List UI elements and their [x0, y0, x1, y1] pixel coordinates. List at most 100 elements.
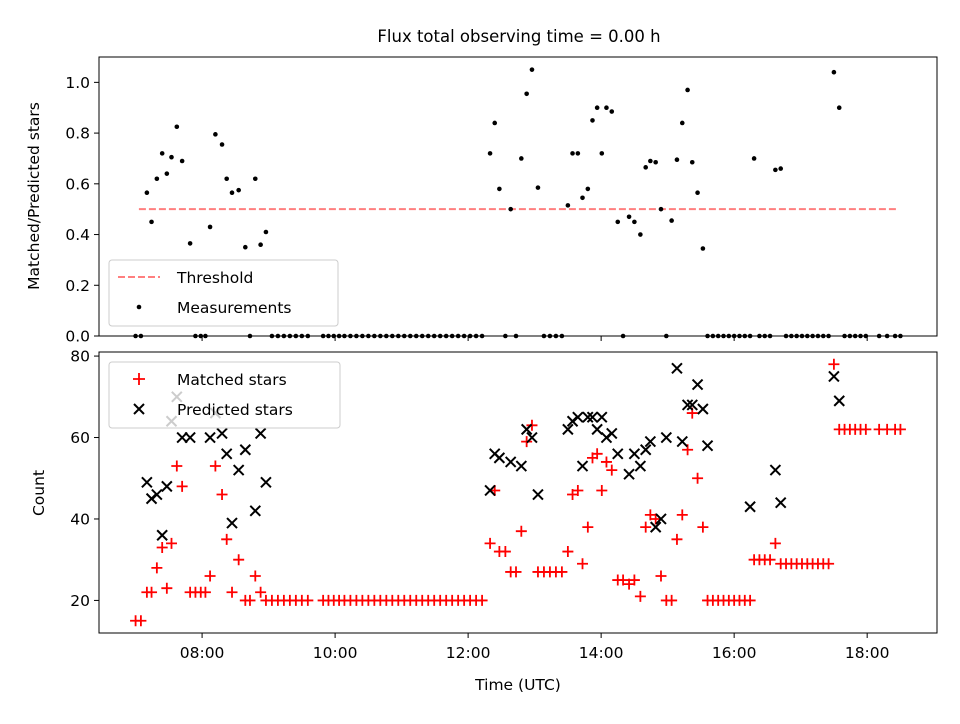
- predicted-star-point: [493, 452, 506, 464]
- predicted-star-point: [576, 460, 589, 472]
- matched-star-point: [596, 484, 608, 496]
- predicted-star-point: [254, 427, 267, 440]
- measurement-point: [648, 158, 653, 164]
- measurement-point: [580, 195, 585, 201]
- matched-star-point: [676, 509, 688, 521]
- top-y-tick-label: 0.6: [65, 175, 90, 193]
- top-y-tick-label: 1.0: [65, 74, 90, 92]
- measurement-point: [535, 185, 541, 190]
- bottom-panel: Count 08:00 10:00 12:00 14:00 16:00 18:00 20 40…: [30, 348, 938, 694]
- measurement-point: [207, 224, 213, 230]
- top-panel: Matched/Predicted stars 0.0 0.2 0.4 0.6 0.8 1…: [25, 56, 938, 346]
- matched-star-point: [697, 521, 709, 533]
- x-tick-label: 08:00: [180, 644, 225, 662]
- predicted-star-point: [628, 448, 641, 460]
- predicted-star-point: [744, 501, 756, 513]
- legend-predicted-swatch: [133, 403, 145, 415]
- measurement-point: [632, 219, 637, 225]
- matched-star-point: [628, 574, 640, 586]
- legend-predicted-label: Predicted stars: [177, 401, 293, 419]
- matched-star-point: [582, 521, 594, 533]
- measurement-point: [169, 154, 174, 160]
- measurement-point: [575, 151, 581, 156]
- measurement-point: [638, 232, 643, 237]
- bottom-legend-box: [108, 361, 341, 429]
- x-tick-label: 14:00: [579, 644, 624, 662]
- predicted-star-point: [769, 464, 782, 476]
- predicted-star-point: [515, 460, 528, 472]
- measurement-point: [594, 105, 600, 111]
- matched-star-point: [233, 554, 245, 566]
- measurement-point: [243, 244, 248, 250]
- predicted-star-point: [833, 395, 845, 407]
- measurement-point: [689, 159, 695, 165]
- predicted-star-point: [596, 411, 608, 423]
- top-y-tick-label: 0.0: [65, 328, 90, 346]
- predicted-star-point: [239, 444, 252, 456]
- matched-star-point: [894, 423, 906, 435]
- predicted-star-point: [691, 378, 704, 391]
- measurement-point: [219, 142, 225, 147]
- measurement-point: [669, 218, 674, 223]
- measurement-point: [159, 151, 165, 156]
- matched-star-point: [244, 594, 256, 606]
- predicted-star-point: [156, 529, 168, 541]
- predicted-star-point: [520, 423, 533, 436]
- matched-star-point: [600, 456, 612, 468]
- measurement-point: [487, 151, 493, 156]
- measurement-point: [604, 105, 609, 111]
- matched-star-point: [161, 582, 173, 594]
- matched-star-point: [769, 537, 781, 549]
- predicted-star-point: [676, 435, 688, 448]
- measurement-point: [497, 186, 502, 192]
- legend-measurements-label: Measurements: [177, 299, 292, 317]
- matched-star-point: [204, 570, 216, 582]
- legend-measurements-swatch: [136, 304, 142, 310]
- matched-star-point: [146, 586, 158, 598]
- matched-star-point: [655, 570, 667, 582]
- predicted-star-point: [639, 444, 652, 456]
- measurement-point: [519, 156, 524, 161]
- bottom-legend: Matched stars Predicted stars: [108, 361, 341, 429]
- x-tick-label: 16:00: [712, 644, 757, 662]
- measurement-point: [213, 132, 218, 137]
- matched-star-point: [151, 562, 163, 574]
- matched-star-point: [671, 533, 683, 545]
- predicted-star-point: [686, 399, 698, 411]
- predicted-star-point: [260, 476, 272, 489]
- measurement-point: [585, 186, 591, 192]
- measurement-point: [836, 105, 842, 111]
- matched-star-point: [176, 480, 188, 492]
- measurement-point: [653, 159, 658, 165]
- predicted-star-point: [161, 480, 173, 493]
- measurement-point: [154, 176, 160, 182]
- measurement-point: [658, 206, 664, 212]
- measurement-point: [149, 219, 154, 225]
- matched-star-point: [744, 594, 756, 606]
- measurement-point: [492, 120, 498, 126]
- measurement-point: [700, 246, 706, 251]
- predicted-star-point: [671, 362, 683, 374]
- measurement-point: [590, 118, 595, 123]
- predicted-star-point: [774, 496, 787, 509]
- matched-star-point: [666, 594, 678, 606]
- bottom-y-tick-label: 60: [70, 429, 90, 447]
- matched-star-point: [302, 594, 314, 606]
- predicted-star-point: [591, 423, 603, 436]
- predicted-star-point: [701, 439, 714, 452]
- measurement-point: [773, 167, 778, 173]
- measurement-point: [524, 91, 529, 97]
- matched-star-point: [216, 489, 228, 501]
- figure-title: Flux total observing time = 0.00 h: [377, 27, 660, 46]
- matched-star-point: [249, 570, 261, 582]
- x-tick-label: 18:00: [845, 644, 890, 662]
- measurement-point: [236, 187, 241, 193]
- predicted-star-point: [681, 399, 694, 411]
- predicted-star-point: [220, 448, 233, 460]
- matched-star-point: [226, 586, 238, 598]
- predicted-star-point: [697, 403, 709, 415]
- matched-star-point: [606, 464, 618, 476]
- predicted-star-point: [586, 411, 599, 423]
- top-y-tick-label: 0.2: [65, 277, 90, 295]
